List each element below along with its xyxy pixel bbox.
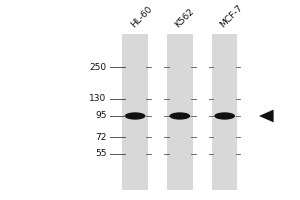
Text: 250: 250	[90, 63, 107, 72]
Text: 55: 55	[95, 149, 107, 158]
Text: MCF-7: MCF-7	[218, 3, 244, 29]
Ellipse shape	[214, 112, 235, 120]
Polygon shape	[259, 110, 274, 122]
Text: HL-60: HL-60	[129, 4, 154, 29]
Bar	[167, 34, 193, 190]
Text: K562: K562	[173, 6, 196, 29]
Bar	[212, 34, 237, 190]
Text: 72: 72	[95, 133, 107, 142]
Text: 130: 130	[89, 94, 107, 103]
Bar	[122, 34, 148, 190]
Ellipse shape	[124, 112, 146, 120]
Text: 95: 95	[95, 111, 107, 120]
Ellipse shape	[169, 112, 190, 120]
